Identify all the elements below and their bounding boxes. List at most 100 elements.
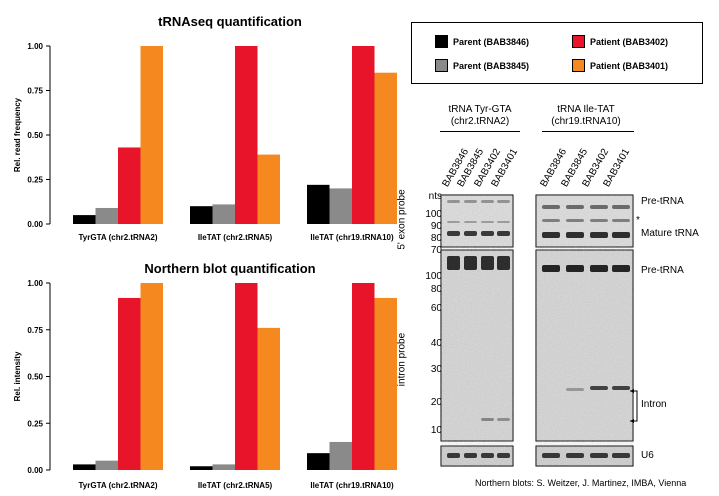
legend-label: Patient (BAB3402) bbox=[590, 36, 669, 47]
blot-band bbox=[542, 205, 560, 209]
blot-group2-title: tRNA Ile-TAT (chr19.tRNA10) bbox=[538, 104, 634, 128]
blot-band bbox=[566, 388, 584, 391]
blot-band bbox=[464, 231, 477, 236]
bar bbox=[374, 297, 397, 470]
blot-band bbox=[590, 219, 608, 222]
bar bbox=[190, 466, 213, 470]
blot-group2-underline bbox=[542, 131, 634, 132]
label-asterisk: * bbox=[636, 215, 640, 226]
x-category-label: IleTAT (chr19.tRNA10) bbox=[310, 481, 394, 490]
chart1: 0.00 0.25 0.50 0.75 1.00 Rel. read frequency T… bbox=[13, 42, 397, 242]
blot-grain bbox=[441, 195, 513, 466]
legend-item-parent-3845: Parent (BAB3845) bbox=[435, 59, 529, 72]
blot-band bbox=[590, 232, 608, 238]
y-tick-label: 0.75 bbox=[27, 87, 43, 96]
bar bbox=[352, 283, 375, 470]
intron-bracket-arrow bbox=[630, 389, 634, 423]
blot-band bbox=[497, 256, 510, 270]
blot-bands bbox=[447, 200, 630, 458]
blot-band bbox=[447, 221, 460, 223]
bar bbox=[190, 206, 213, 224]
x-category-label: IleTAT (chr2.tRNA5) bbox=[198, 481, 273, 490]
y-tick-label: 1.00 bbox=[27, 42, 43, 51]
blot-band bbox=[566, 265, 584, 272]
blot-band bbox=[447, 231, 460, 236]
legend-swatch bbox=[572, 35, 585, 48]
size-marker: 70 bbox=[430, 245, 442, 256]
bar bbox=[95, 207, 118, 224]
blot-band bbox=[590, 386, 608, 390]
size-marker: 10 bbox=[430, 425, 442, 436]
bar bbox=[140, 283, 163, 470]
size-marker: nts bbox=[428, 191, 442, 202]
legend-item-parent-3846: Parent (BAB3846) bbox=[435, 35, 529, 48]
bar bbox=[118, 297, 141, 470]
bar bbox=[212, 464, 235, 470]
legend-item-patient-3402: Patient (BAB3402) bbox=[572, 35, 668, 48]
blot-band bbox=[481, 231, 494, 236]
legend-swatch bbox=[435, 35, 448, 48]
bar bbox=[329, 188, 352, 224]
chart2-title: Northern blot quantification bbox=[144, 261, 316, 276]
blot-group1-title-line2: (chr2.tRNA2) bbox=[450, 116, 510, 127]
label-intron: Intron bbox=[641, 399, 667, 410]
y-tick-label: 1.00 bbox=[27, 279, 43, 288]
y-tick-label: 0.50 bbox=[27, 131, 43, 140]
blot-band bbox=[464, 200, 477, 203]
blot-band bbox=[590, 265, 608, 272]
legend-swatch bbox=[572, 59, 585, 72]
blot-band bbox=[566, 232, 584, 238]
bar bbox=[140, 46, 163, 224]
y-tick-label: 0.75 bbox=[27, 326, 43, 335]
blot-group1-underline bbox=[440, 131, 520, 132]
y-axis-label: Rel. intensity bbox=[13, 351, 22, 401]
blot-band bbox=[481, 256, 494, 270]
blot-band bbox=[612, 219, 630, 222]
y-tick-label: 0.00 bbox=[27, 220, 43, 229]
chart1-title: tRNAseq quantification bbox=[158, 14, 302, 29]
x-category-label: TyrGTA (chr2.tRNA2) bbox=[79, 481, 158, 490]
y-tick-label: 0.50 bbox=[27, 373, 43, 382]
blot-band bbox=[612, 453, 630, 458]
y-tick-label: 0.25 bbox=[27, 176, 43, 185]
legend-item-patient-3401: Patient (BAB3401) bbox=[572, 59, 668, 72]
blot-band bbox=[481, 453, 494, 458]
blot-band bbox=[542, 232, 560, 238]
blot-grain bbox=[536, 195, 633, 466]
blot-band bbox=[481, 418, 494, 421]
legend-label: Parent (BAB3845) bbox=[453, 60, 530, 71]
bar bbox=[73, 464, 96, 470]
y-tick-label: 0.00 bbox=[27, 466, 43, 475]
blot-band bbox=[497, 200, 510, 203]
blot-band bbox=[447, 453, 460, 458]
blot-group1-title-line1: tRNA Tyr-GTA bbox=[448, 104, 512, 115]
label-mature-trna: Mature tRNA bbox=[641, 228, 699, 239]
size-marker: 60 bbox=[430, 303, 442, 314]
blot-band bbox=[464, 256, 477, 270]
blot-band bbox=[497, 453, 510, 458]
bar bbox=[257, 154, 280, 224]
blot-band bbox=[447, 200, 460, 203]
bar bbox=[212, 204, 235, 224]
label-u6: U6 bbox=[641, 450, 654, 461]
blot-band bbox=[497, 231, 510, 236]
bar bbox=[307, 453, 330, 470]
label-pre-trna-bottom: Pre-tRNA bbox=[641, 265, 684, 276]
blot-band bbox=[464, 453, 477, 458]
size-marker: 20 bbox=[430, 397, 442, 408]
blot-band bbox=[566, 205, 584, 209]
bar bbox=[257, 327, 280, 470]
label-pre-trna-top: Pre-tRNA bbox=[641, 196, 684, 207]
legend: Parent (BAB3846) Patient (BAB3402) Paren… bbox=[411, 22, 703, 84]
x-category-label: IleTAT (chr19.tRNA10) bbox=[310, 233, 394, 242]
y-tick-label: 0.25 bbox=[27, 419, 43, 428]
y-axis-label: Rel. read frequency bbox=[13, 97, 22, 172]
blot-band bbox=[566, 453, 584, 458]
blot-band bbox=[612, 205, 630, 209]
bar bbox=[235, 283, 258, 470]
bar bbox=[329, 441, 352, 470]
size-marker: 100 bbox=[425, 209, 442, 220]
blot-band bbox=[542, 219, 560, 222]
size-marker: 30 bbox=[430, 364, 442, 375]
